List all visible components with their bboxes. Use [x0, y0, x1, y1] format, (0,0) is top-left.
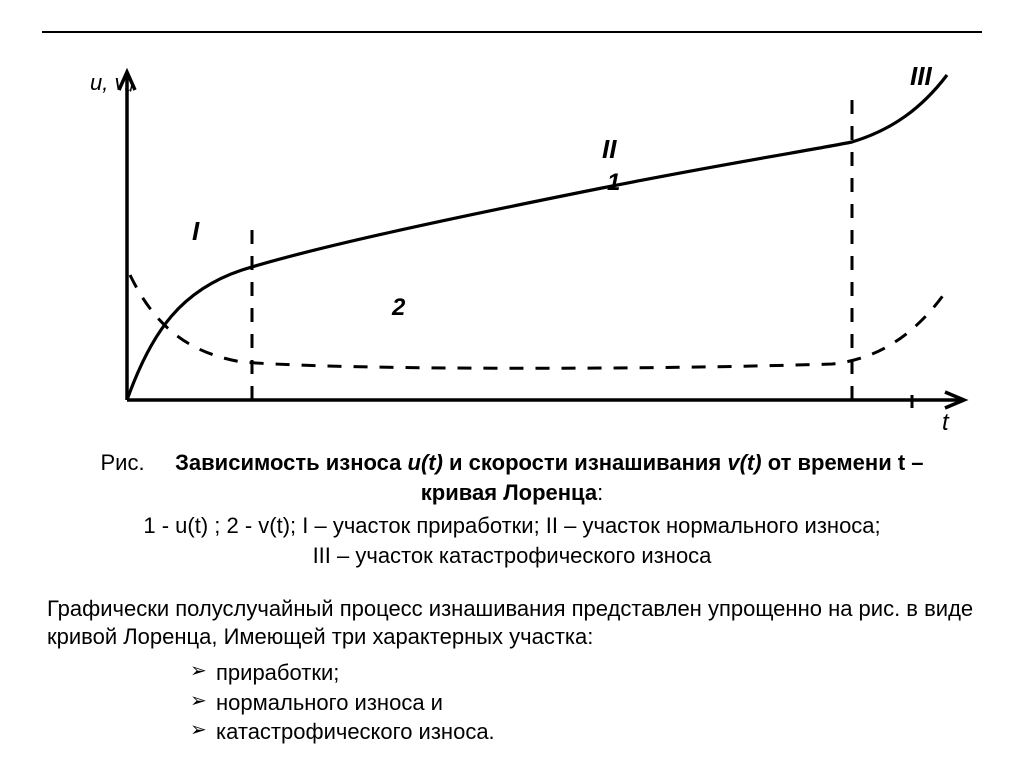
region-label-II: II — [602, 134, 617, 164]
caption-bold-2: и скорости изнашивания — [443, 450, 727, 475]
legend-2: III – участок катастрофического износа — [313, 543, 712, 568]
legend-1a: 1 - — [143, 513, 175, 538]
caption-bold-1: Зависимость износа — [175, 450, 407, 475]
legend-u: u(t) — [175, 513, 208, 538]
list-item: катастрофического износа. — [190, 717, 984, 747]
chart-svg: u, vᵤ t 1 2 I II III — [42, 30, 982, 440]
region-label-III: III — [910, 61, 932, 91]
figure-caption: Рис. Зависимость износа u(t) и скорости … — [62, 448, 962, 507]
bullet-list: приработки; нормального износа и катастр… — [40, 658, 984, 747]
curve-1-label: 1 — [607, 169, 620, 196]
region-label-I: I — [192, 216, 200, 246]
curve-2-label: 2 — [391, 294, 406, 321]
list-item: нормального износа и — [190, 688, 984, 718]
caption-colon: : — [597, 480, 603, 505]
legend-1d: ; I – участок приработки; II – участок н… — [290, 513, 881, 538]
figure-legend: 1 - u(t) ; 2 - v(t); I – участок прирабо… — [62, 511, 962, 570]
x-axis-label: t — [942, 409, 950, 436]
caption-u: u(t) — [408, 450, 443, 475]
list-item: приработки; — [190, 658, 984, 688]
caption-lead: Рис. — [101, 450, 145, 475]
body-paragraph: Графически полуслучайный процесс изнашив… — [47, 595, 977, 652]
curve-1 — [127, 75, 947, 400]
caption-v: v(t) — [727, 450, 761, 475]
y-axis-label: u, vᵤ — [90, 70, 133, 95]
legend-1b: ; 2 - — [208, 513, 258, 538]
legend-v: v(t) — [258, 513, 290, 538]
wear-curve-chart: u, vᵤ t 1 2 I II III — [42, 30, 982, 440]
page: u, vᵤ t 1 2 I II III Рис. Зависимость из… — [0, 0, 1024, 767]
